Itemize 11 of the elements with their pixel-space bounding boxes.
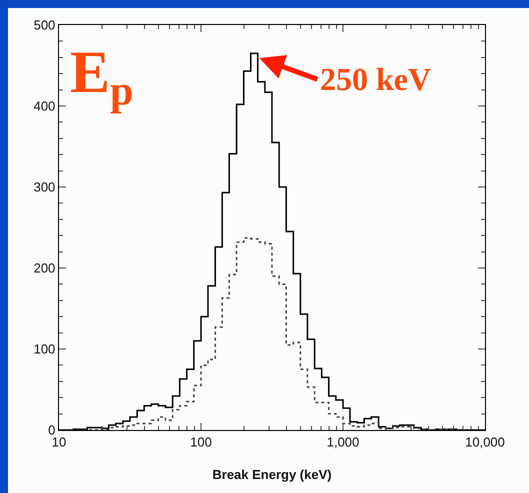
y-tick-label: 100 bbox=[34, 342, 56, 357]
annotation: E$_{p}$ bbox=[70, 39, 134, 115]
x-tick-label: 100 bbox=[190, 434, 212, 450]
y-tick-label: 300 bbox=[34, 180, 56, 195]
x-axis-title: Break Energy (keV) bbox=[212, 467, 332, 482]
y-tick-label: 400 bbox=[34, 98, 56, 114]
y-tick-label: 200 bbox=[34, 260, 56, 276]
x-tick-label: 1,000 bbox=[326, 434, 360, 450]
y-tick-label: 500 bbox=[34, 18, 56, 33]
annotation: 250 keV bbox=[320, 61, 432, 97]
x-tick-label: 10,000 bbox=[465, 434, 505, 450]
